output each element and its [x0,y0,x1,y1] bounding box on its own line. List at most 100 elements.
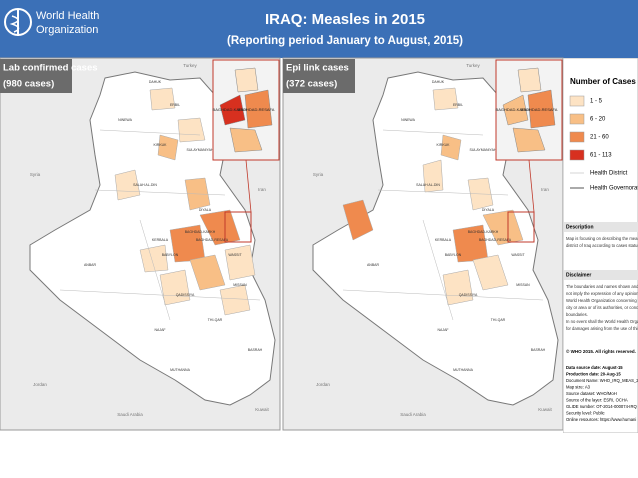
inset-district [517,67,542,93]
section-text: boundaries. [566,312,588,317]
place-label: NAJAF [154,328,165,332]
place-label: ANBAR [367,263,380,267]
place-label: DIYALA [199,208,212,212]
country-label: Saudi Arabia [400,412,426,417]
country-label: Jordan [316,382,330,387]
inset-district [512,127,546,153]
country-label: Syria [313,172,324,177]
place-label: BASRAH [248,348,263,352]
district [472,254,509,291]
map-panels: Turkey Syria Iran Jordan Saudi Arabia Kuwait D… [0,57,564,431]
place-label: DIYALA [482,208,495,212]
source-line: GLIDE number: OT-2014-000074-IRQ [566,404,637,409]
source-line: Data source date: August-15 [566,365,623,370]
section-text: The boundaries and names shown and the [566,284,638,289]
place-label: THI-QAR [208,318,223,322]
place-label: KERBALA [152,238,169,242]
place-label: DAHUK [432,80,445,84]
place-label: QADISSIYA [176,293,195,297]
legend-label: Health District [590,171,628,177]
source-line: Online resources: https://www.humani [566,417,636,422]
place-label: KERBALA [435,238,452,242]
district [482,209,524,246]
section-title: Disclaimer [566,272,591,278]
panel-title-box [0,59,72,93]
place-label: KIRKUK [153,143,167,147]
panel-title: Lab confirmed cases [3,63,98,74]
subtitle: (Reporting period January to August, 201… [227,35,463,47]
focus-box [507,211,535,243]
inset-district [527,89,556,129]
district-boundary [377,189,509,196]
inset-district [502,94,529,126]
district-boundary [139,219,171,321]
inset-district [219,94,246,126]
district [157,134,179,161]
legend-label: 21 - 60 [590,135,609,141]
place-label: MISSAN [233,283,247,287]
inset-district [229,127,263,153]
legend-panel: Number of Cases 1 - 5 6 - 20 21 - 60 61 - 11… [563,58,638,433]
country-label: Syria [30,172,41,177]
place-label: ERBIL [453,103,463,107]
country-label: Jordan [33,382,47,387]
legend-label: 6 - 20 [590,117,606,123]
legend-label: 61 - 113 [590,153,612,159]
place-label: BAGHDAD-KARKH [468,230,499,234]
district [422,159,444,193]
country-label: Turkey [466,63,480,68]
legend-label: 1 - 5 [590,99,603,105]
section-text: World Health Organization concerning the… [566,298,638,303]
inset-label: BAGHDAD-KARKH [496,107,531,112]
place-label: BAGHDAD-RESAFA [196,238,229,242]
panel-subtitle: (980 cases) [3,79,54,90]
place-label: DAHUK [149,80,162,84]
section-text: not imply the expression of any opinion … [566,291,638,296]
district-boundary [382,129,484,136]
map-panel: Turkey Syria Iran Jordan Saudi Arabia Kuwait D… [282,57,564,431]
section-title: Description [566,224,594,230]
section-text: Map is focusing on describing the measle… [566,236,638,241]
section-text: district of Iraq according to cases stat… [566,243,638,248]
source-line: Map size: A3 [566,385,591,390]
district [189,254,226,291]
district-boundary [94,189,226,196]
district [440,134,462,161]
place-label: WASSIT [228,253,242,257]
place-label: KIRKUK [436,143,450,147]
inset-link [528,159,535,213]
place-label: SALAH AL-DIN [133,183,157,187]
district [159,269,191,306]
section-text: for damages arising from the use of this… [566,326,638,331]
source-line: Source dataset: WHO/MoH [566,391,617,396]
header-band [0,0,638,58]
place-label: MUTHANNA [170,368,190,372]
focus-box [224,211,252,243]
inset-district [244,89,273,129]
title: IRAQ: Measles in 2015 [265,11,425,28]
place-label: NINEWA [401,118,416,122]
place-label: WASSIT [511,253,525,257]
district [114,169,141,201]
source-line: Production date: 20-Aug-15 [566,372,621,377]
district [224,244,256,281]
inset-label: BAGHDAD-KARKH [213,107,248,112]
inset-label: BAGHDAD-RESAFA [238,107,275,112]
place-label: NINEWA [118,118,133,122]
inset-district [234,67,259,93]
district-boundary [422,219,454,321]
source-line: Document Name: WHO_IRQ_MEAS_201 [566,378,638,383]
place-label: SALAH AL-DIN [416,183,440,187]
place-label: BAGHDAD-RESAFA [479,238,512,242]
place-label: SULAYMANIYAH [187,148,214,152]
legend-swatch [569,113,585,125]
place-label: ANBAR [84,263,97,267]
copyright: © WHO 2015. All rights reserved. [566,348,636,354]
inset-link [245,159,252,213]
country-label: Saudi Arabia [117,412,143,417]
section-head [564,270,638,280]
place-label: BASRAH [531,348,546,352]
section-head [564,222,638,232]
district [432,87,459,111]
